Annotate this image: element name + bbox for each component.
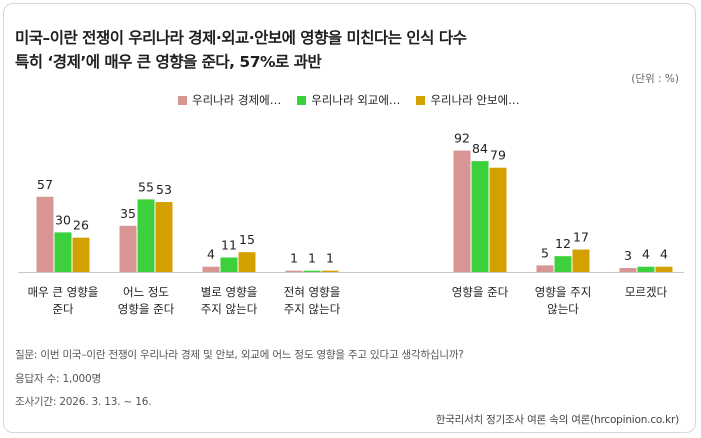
bar-5-2 bbox=[572, 249, 590, 272]
category-label-2-0: 별로 영향을 bbox=[201, 285, 258, 299]
data-label-5-2: 17 bbox=[573, 230, 589, 245]
category-label-6-0: 모르겠다 bbox=[625, 285, 668, 299]
category-label-5-0: 영향을 주지 bbox=[535, 285, 592, 299]
data-label-0-0: 57 bbox=[37, 177, 53, 192]
data-label-5-0: 5 bbox=[541, 245, 549, 260]
data-label-6-2: 4 bbox=[660, 247, 668, 262]
chart-subtitle: 특히 ‘경제’에 매우 큰 영향을 준다, 57%로 과반 bbox=[15, 53, 322, 71]
data-label-3-1: 1 bbox=[308, 251, 316, 266]
bar-6-1 bbox=[637, 266, 655, 272]
category-label-2-1: 주지 않는다 bbox=[201, 302, 258, 316]
survey-period: 조사기간: 2026. 3. 13. ~ 16. bbox=[15, 396, 152, 408]
data-label-4-2: 79 bbox=[490, 148, 506, 163]
category-label-3-1: 주지 않는다 bbox=[284, 302, 341, 316]
data-label-5-1: 12 bbox=[555, 236, 571, 251]
data-label-3-2: 1 bbox=[326, 251, 334, 266]
bar-6-2 bbox=[655, 266, 673, 272]
legend-swatch-diplomacy bbox=[297, 95, 307, 105]
data-label-6-0: 3 bbox=[624, 248, 632, 263]
legend-swatch-security bbox=[416, 95, 426, 105]
data-label-4-0: 92 bbox=[454, 131, 470, 146]
bar-4-0 bbox=[453, 150, 471, 272]
data-label-1-2: 53 bbox=[156, 182, 172, 197]
legend-label-diplomacy: 우리나라 외교에… bbox=[311, 93, 401, 107]
data-label-4-1: 84 bbox=[472, 141, 488, 156]
chart-title: 미국–이란 전쟁이 우리나라 경제·외교·안보에 영향을 미친다는 인식 다수 bbox=[15, 29, 467, 47]
bar-0-1 bbox=[54, 232, 72, 272]
respondent-count: 응답자 수: 1,000명 bbox=[15, 373, 101, 385]
data-label-0-2: 26 bbox=[73, 218, 89, 233]
category-label-0-1: 준다 bbox=[52, 302, 74, 316]
survey-question: 질문: 이번 미국–이란 전쟁이 우리나라 경제 및 안보, 외교에 어느 정도… bbox=[15, 349, 464, 361]
legend-label-economy: 우리나라 경제에… bbox=[192, 93, 282, 107]
legend-item-diplomacy: 우리나라 외교에… bbox=[297, 92, 400, 108]
data-label-0-1: 30 bbox=[55, 212, 71, 227]
category-label-3-0: 전혀 영향을 bbox=[284, 285, 341, 299]
bar-1-2 bbox=[155, 202, 173, 272]
category-label-5-1: 않는다 bbox=[547, 302, 579, 316]
bar-3-0 bbox=[285, 270, 303, 272]
category-label-4-0: 영향을 준다 bbox=[452, 285, 509, 299]
bar-0-0 bbox=[36, 196, 54, 272]
bar-0-2 bbox=[72, 237, 90, 272]
data-label-1-0: 35 bbox=[120, 206, 136, 221]
bar-3-2 bbox=[321, 270, 339, 272]
legend-item-security: 우리나라 안보에… bbox=[416, 92, 520, 108]
legend-label-security: 우리나라 안보에… bbox=[430, 93, 520, 107]
data-label-1-1: 55 bbox=[138, 179, 154, 194]
legend-swatch-economy bbox=[178, 95, 187, 105]
data-label-2-2: 15 bbox=[239, 232, 255, 247]
bar-2-2 bbox=[238, 252, 256, 272]
bar-2-1 bbox=[220, 257, 238, 272]
bar-1-0 bbox=[119, 225, 137, 272]
unit-label: (단위 : %) bbox=[631, 73, 679, 85]
data-label-6-1: 4 bbox=[642, 247, 650, 262]
category-label-1-1: 영향을 준다 bbox=[118, 302, 175, 316]
bar-6-0 bbox=[619, 268, 637, 272]
category-label-0-0: 매우 큰 영향을 bbox=[28, 285, 99, 299]
bar-3-1 bbox=[303, 270, 321, 272]
bar-2-0 bbox=[202, 266, 220, 272]
legend-item-economy: 우리나라 경제에… bbox=[178, 92, 281, 108]
bar-1-1 bbox=[137, 199, 155, 272]
bar-5-0 bbox=[536, 265, 554, 272]
data-label-2-1: 11 bbox=[221, 237, 237, 252]
chart-frame bbox=[3, 3, 696, 433]
chart-legend: 우리나라 경제에… 우리나라 외교에… 우리나라 안보에… bbox=[178, 92, 520, 108]
data-label-3-0: 1 bbox=[290, 251, 298, 266]
bar-4-2 bbox=[489, 167, 507, 272]
bar-4-1 bbox=[471, 161, 489, 272]
data-label-2-0: 4 bbox=[207, 247, 215, 262]
source-credit: 한국리서치 정기조사 여론 속의 여론(hrcopinion.co.kr) bbox=[435, 414, 680, 426]
bar-5-1 bbox=[554, 256, 572, 272]
category-label-1-0: 어느 정도 bbox=[123, 285, 169, 299]
